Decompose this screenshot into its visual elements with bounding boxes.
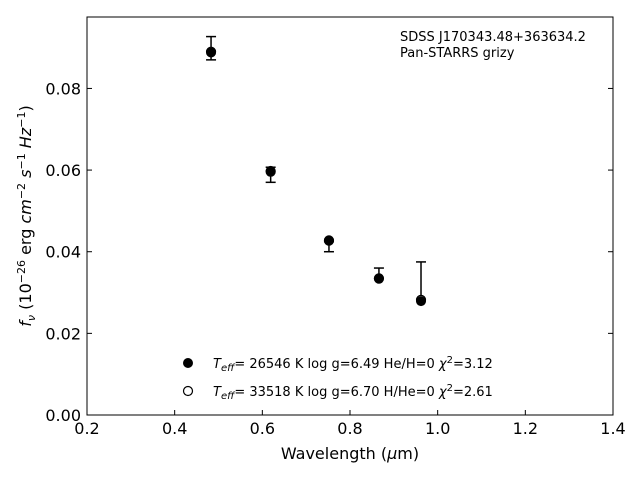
x-tick-label: 1.0 [425, 419, 450, 438]
y-tick-label: 0.06 [45, 161, 81, 180]
annotation-object: SDSS J170343.48+363634.2 [400, 30, 586, 45]
model-filled-point [265, 165, 276, 176]
y-tick-label: 0.02 [45, 324, 81, 343]
model-filled-point [373, 273, 384, 284]
x-tick-label: 0.2 [74, 419, 99, 438]
y-tick-label: 0.04 [45, 243, 81, 262]
legend-marker-open [182, 385, 194, 397]
y-tick-label: 0.08 [45, 79, 81, 98]
y-tick-label: 0.00 [45, 406, 81, 425]
legend-label-model-1: Teff= 26546 K log g=6.49 He/H=0 χ2=3.12 [213, 355, 493, 374]
legend: Teff= 26546 K log g=6.49 He/H=0 χ2=3.12 … [182, 355, 493, 402]
model-filled-point [323, 235, 334, 246]
model-filled-point [206, 47, 217, 58]
legend-marker-filled [183, 358, 193, 368]
x-tick-label: 1.4 [600, 419, 625, 438]
plot-frame [86, 16, 614, 416]
x-axis-label: Wavelength (μm) [281, 444, 419, 463]
data-marks [205, 35, 427, 307]
x-tick-label: 1.2 [513, 419, 538, 438]
x-tick-label: 0.8 [337, 419, 362, 438]
model-filled-point [416, 296, 427, 307]
legend-label-model-2: Teff= 33518 K log g=6.70 H/He=0 χ2=2.61 [213, 383, 493, 402]
x-tick-label: 0.4 [162, 419, 187, 438]
annotation-survey: Pan-STARRS grizy [400, 46, 515, 61]
x-tick-label: 0.6 [250, 419, 275, 438]
axis-ticks: 0.2 0.4 0.6 0.8 1.0 1.2 1.4 0.00 0.02 0.04 0.06 0.0… [45, 79, 625, 438]
y-axis-label: fν (10−26 erg cm−2 s−1 Hz−1) [15, 105, 38, 326]
